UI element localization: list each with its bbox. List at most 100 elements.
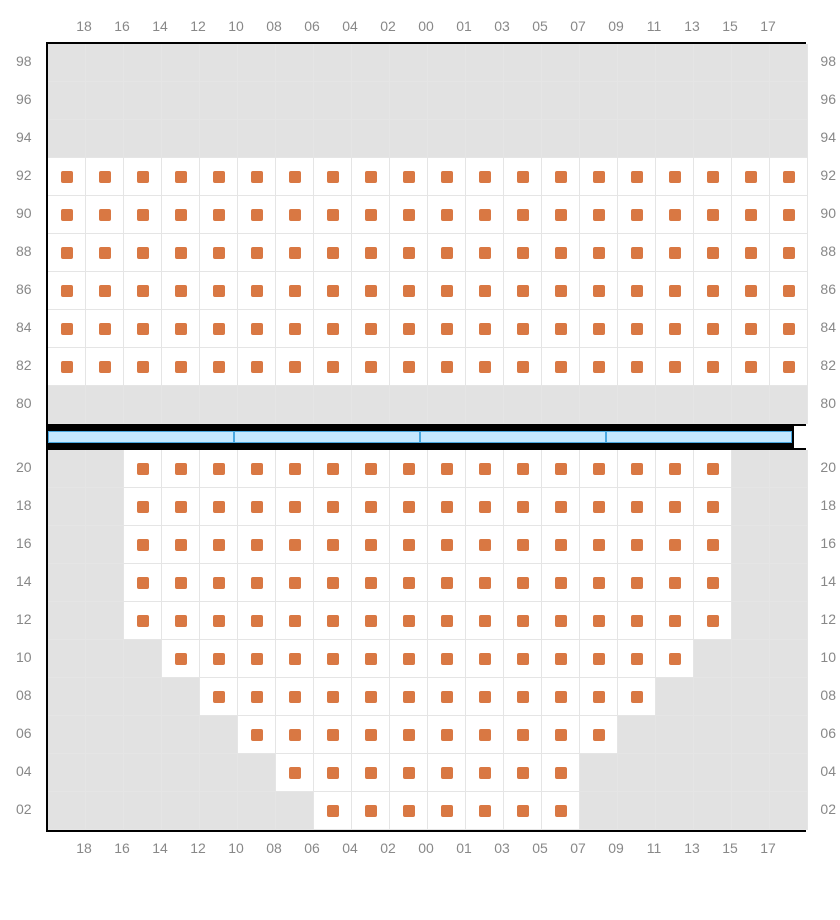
seat-cell[interactable]	[580, 272, 618, 310]
seat-cell[interactable]	[732, 348, 770, 386]
seat-cell[interactable]	[200, 234, 238, 272]
seat-cell[interactable]	[466, 158, 504, 196]
seat-cell[interactable]	[86, 234, 124, 272]
seat-cell[interactable]	[390, 450, 428, 488]
seat-cell[interactable]	[580, 640, 618, 678]
seat-cell[interactable]	[504, 564, 542, 602]
seat-cell[interactable]	[618, 564, 656, 602]
seat-cell[interactable]	[580, 678, 618, 716]
seat-cell[interactable]	[618, 640, 656, 678]
seat-cell[interactable]	[466, 272, 504, 310]
seat-cell[interactable]	[200, 678, 238, 716]
seat-cell[interactable]	[162, 234, 200, 272]
seat-cell[interactable]	[238, 272, 276, 310]
seat-cell[interactable]	[352, 272, 390, 310]
seat-cell[interactable]	[314, 310, 352, 348]
seat-cell[interactable]	[428, 716, 466, 754]
seat-cell[interactable]	[466, 754, 504, 792]
seat-cell[interactable]	[162, 450, 200, 488]
seat-cell[interactable]	[390, 526, 428, 564]
seat-cell[interactable]	[162, 526, 200, 564]
seat-cell[interactable]	[770, 234, 808, 272]
seat-cell[interactable]	[770, 158, 808, 196]
seat-cell[interactable]	[770, 310, 808, 348]
seat-cell[interactable]	[656, 158, 694, 196]
seat-cell[interactable]	[428, 196, 466, 234]
seat-cell[interactable]	[694, 602, 732, 640]
seat-cell[interactable]	[580, 564, 618, 602]
seat-cell[interactable]	[390, 678, 428, 716]
seat-cell[interactable]	[770, 196, 808, 234]
seat-cell[interactable]	[504, 678, 542, 716]
seat-cell[interactable]	[124, 310, 162, 348]
seat-cell[interactable]	[580, 716, 618, 754]
seat-cell[interactable]	[732, 310, 770, 348]
seat-cell[interactable]	[390, 716, 428, 754]
seat-cell[interactable]	[390, 234, 428, 272]
seat-cell[interactable]	[618, 526, 656, 564]
seat-cell[interactable]	[542, 272, 580, 310]
seat-cell[interactable]	[580, 450, 618, 488]
seat-cell[interactable]	[162, 640, 200, 678]
seat-cell[interactable]	[504, 602, 542, 640]
seat-cell[interactable]	[238, 450, 276, 488]
seat-cell[interactable]	[124, 272, 162, 310]
seat-cell[interactable]	[390, 310, 428, 348]
seat-cell[interactable]	[542, 602, 580, 640]
seat-cell[interactable]	[428, 640, 466, 678]
seat-cell[interactable]	[466, 196, 504, 234]
seat-cell[interactable]	[428, 488, 466, 526]
seat-cell[interactable]	[162, 348, 200, 386]
seat-cell[interactable]	[542, 792, 580, 830]
seat-cell[interactable]	[124, 348, 162, 386]
seat-cell[interactable]	[200, 488, 238, 526]
seat-cell[interactable]	[238, 716, 276, 754]
seat-cell[interactable]	[48, 158, 86, 196]
seat-cell[interactable]	[618, 602, 656, 640]
seat-cell[interactable]	[732, 234, 770, 272]
seat-cell[interactable]	[466, 564, 504, 602]
seat-cell[interactable]	[732, 272, 770, 310]
seat-cell[interactable]	[466, 488, 504, 526]
seat-cell[interactable]	[504, 272, 542, 310]
seat-cell[interactable]	[352, 564, 390, 602]
seat-cell[interactable]	[618, 158, 656, 196]
seat-cell[interactable]	[770, 272, 808, 310]
seat-cell[interactable]	[276, 234, 314, 272]
seat-cell[interactable]	[314, 754, 352, 792]
seat-cell[interactable]	[428, 792, 466, 830]
seat-cell[interactable]	[618, 488, 656, 526]
seat-cell[interactable]	[390, 196, 428, 234]
seat-cell[interactable]	[428, 450, 466, 488]
seat-cell[interactable]	[542, 716, 580, 754]
seat-cell[interactable]	[542, 640, 580, 678]
seat-cell[interactable]	[542, 754, 580, 792]
seat-cell[interactable]	[276, 348, 314, 386]
seat-cell[interactable]	[390, 348, 428, 386]
seat-cell[interactable]	[504, 310, 542, 348]
seat-cell[interactable]	[580, 158, 618, 196]
seat-cell[interactable]	[656, 450, 694, 488]
seat-cell[interactable]	[200, 526, 238, 564]
seat-cell[interactable]	[428, 310, 466, 348]
seat-cell[interactable]	[618, 234, 656, 272]
seat-cell[interactable]	[428, 272, 466, 310]
seat-cell[interactable]	[314, 564, 352, 602]
seat-cell[interactable]	[504, 716, 542, 754]
seat-cell[interactable]	[238, 158, 276, 196]
seat-cell[interactable]	[276, 272, 314, 310]
seat-cell[interactable]	[238, 348, 276, 386]
seat-cell[interactable]	[618, 348, 656, 386]
seat-cell[interactable]	[656, 272, 694, 310]
seat-cell[interactable]	[428, 348, 466, 386]
seat-cell[interactable]	[580, 348, 618, 386]
seat-cell[interactable]	[390, 564, 428, 602]
seat-cell[interactable]	[200, 272, 238, 310]
seat-cell[interactable]	[542, 450, 580, 488]
seat-cell[interactable]	[618, 272, 656, 310]
seat-cell[interactable]	[694, 234, 732, 272]
seat-cell[interactable]	[770, 348, 808, 386]
seat-cell[interactable]	[504, 792, 542, 830]
seat-cell[interactable]	[124, 488, 162, 526]
seat-cell[interactable]	[314, 450, 352, 488]
